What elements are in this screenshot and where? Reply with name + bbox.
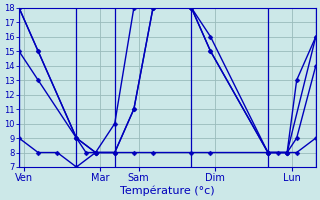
X-axis label: Température (°c): Température (°c) <box>120 185 215 196</box>
